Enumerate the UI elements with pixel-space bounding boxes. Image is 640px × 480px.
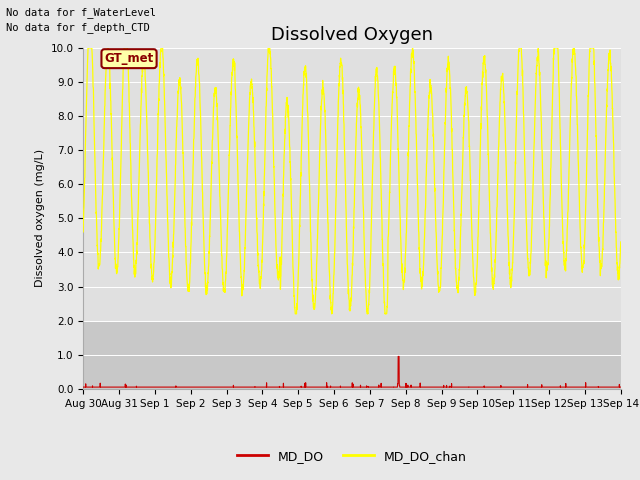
Bar: [83, 321, 621, 389]
Text: No data for f_WaterLevel: No data for f_WaterLevel: [6, 7, 156, 18]
Title: Dissolved Oxygen: Dissolved Oxygen: [271, 25, 433, 44]
Legend: MD_DO, MD_DO_chan: MD_DO, MD_DO_chan: [232, 445, 472, 468]
Y-axis label: Dissolved oxygen (mg/L): Dissolved oxygen (mg/L): [35, 149, 45, 288]
Text: GT_met: GT_met: [104, 52, 154, 65]
Text: No data for f_depth_CTD: No data for f_depth_CTD: [6, 22, 150, 33]
